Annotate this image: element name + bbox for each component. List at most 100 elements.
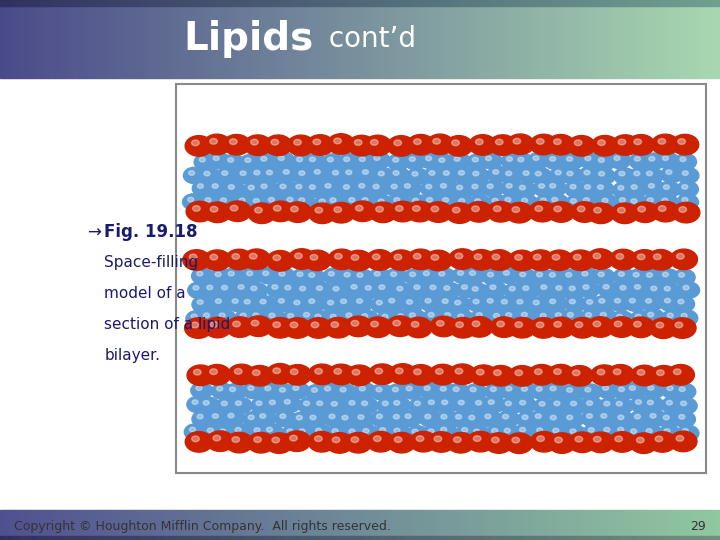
Circle shape [487,366,515,386]
Bar [279,0,281,78]
Circle shape [356,299,363,303]
Bar [578,536,581,540]
Bar [578,0,581,6]
Circle shape [490,317,518,338]
Circle shape [248,185,254,190]
Bar [634,536,636,540]
Bar [603,0,605,78]
Circle shape [513,138,521,144]
Bar [281,536,283,540]
Circle shape [376,387,382,392]
Circle shape [490,285,496,289]
Bar [17,0,19,6]
Circle shape [489,135,516,156]
Circle shape [334,207,341,213]
Circle shape [583,424,605,441]
Bar [55,536,58,540]
Bar [156,536,158,540]
Circle shape [280,414,286,418]
Bar [264,536,266,540]
Text: cont’d: cont’d [320,25,416,53]
Bar [408,0,410,6]
Bar [691,510,693,540]
Bar [55,0,58,6]
Bar [139,0,142,78]
Bar [401,0,403,6]
Bar [468,510,470,540]
Bar [288,0,290,6]
Bar [585,0,588,78]
Circle shape [618,387,624,392]
Bar [415,0,418,6]
Bar [634,510,636,540]
Bar [101,0,103,78]
Circle shape [616,401,622,406]
Bar [545,536,547,540]
Circle shape [210,268,232,285]
Bar [657,536,660,540]
Circle shape [247,271,253,276]
Bar [31,536,34,540]
Circle shape [391,184,397,189]
Circle shape [215,194,237,211]
Circle shape [568,136,595,156]
Circle shape [207,180,229,197]
Bar [173,0,175,6]
Bar [463,0,466,6]
Bar [441,0,444,6]
Circle shape [439,158,445,163]
Bar [358,510,360,540]
Circle shape [273,255,281,261]
Circle shape [445,136,472,156]
Bar [101,510,103,540]
Circle shape [482,269,504,285]
Circle shape [349,401,355,405]
Bar [180,510,182,540]
Circle shape [428,400,434,404]
Bar [295,0,297,78]
Circle shape [304,269,325,286]
Circle shape [642,168,663,184]
Circle shape [374,436,381,442]
Bar [103,510,106,540]
Circle shape [390,272,397,276]
Bar [108,536,110,540]
Bar [516,0,518,6]
Circle shape [593,168,615,184]
Circle shape [474,254,482,260]
Bar [634,0,636,78]
Circle shape [652,201,679,222]
Circle shape [378,171,384,176]
Bar [509,536,511,540]
Bar [360,510,362,540]
Bar [523,0,526,6]
Bar [549,510,552,540]
Circle shape [294,300,300,305]
Bar [108,510,110,540]
Bar [559,510,562,540]
Circle shape [487,272,493,277]
Bar [703,510,706,540]
Bar [624,0,626,6]
Bar [259,510,261,540]
Bar [693,510,696,540]
Circle shape [346,313,352,318]
Bar [549,536,552,540]
Circle shape [223,181,245,198]
Circle shape [487,201,514,222]
Circle shape [598,281,620,298]
Circle shape [454,300,461,305]
Circle shape [635,314,642,319]
Circle shape [400,180,421,197]
Circle shape [485,250,513,271]
Circle shape [630,310,652,327]
Bar [629,0,631,78]
Circle shape [451,182,473,198]
Circle shape [535,171,541,176]
Circle shape [512,437,520,443]
Bar [562,0,564,78]
Circle shape [657,195,678,211]
Bar [468,0,470,6]
Bar [387,0,389,78]
Bar [178,0,180,78]
